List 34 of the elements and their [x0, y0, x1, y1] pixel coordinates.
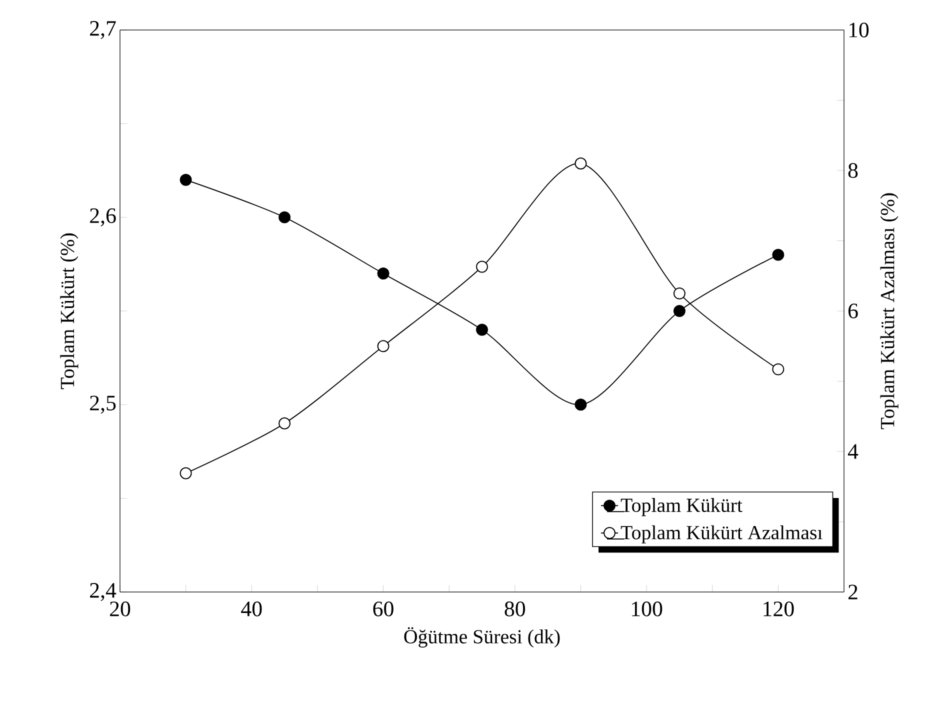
point	[772, 363, 784, 376]
x-tick-label: 100	[632, 602, 662, 616]
point	[476, 324, 488, 336]
y2-tick-label: 4	[848, 444, 858, 459]
y-tick-label: 2,6	[90, 208, 116, 226]
x-tick-label: 20	[110, 602, 130, 616]
y2-tick-label: 10	[849, 22, 869, 38]
point	[278, 417, 291, 430]
x-tick-label: 120	[764, 602, 794, 616]
point	[377, 268, 390, 280]
x-tick-label: 60	[373, 602, 394, 616]
point	[377, 340, 390, 352]
legend-label: Toplam Kükürt Azalması	[620, 525, 822, 544]
y-axis-title: Toplam Kükürt (%)	[60, 233, 78, 390]
point	[574, 157, 587, 170]
point	[180, 467, 192, 480]
y2-tick-label: 8	[848, 163, 858, 178]
point	[673, 305, 686, 317]
x-axis-title: Öğütme Süresi (dk)	[404, 627, 560, 648]
y2-axis-title: Toplam Kükürt Azalması (%)	[880, 193, 898, 430]
point	[278, 211, 291, 224]
y-tick-label: 2,7	[90, 21, 116, 39]
y2-tick-label: 2	[848, 584, 858, 600]
point	[180, 174, 192, 186]
y2-tick-label: 6	[848, 304, 858, 318]
point	[476, 260, 488, 273]
point	[673, 287, 686, 300]
y-tick-label: 2,5	[90, 396, 116, 414]
x-tick-label: 40	[241, 602, 262, 616]
legend-label: Toplam Kükürt	[620, 498, 742, 516]
y-tick-label: 2,4	[90, 583, 116, 601]
x-tick-label: 80	[504, 602, 526, 616]
point	[574, 398, 587, 411]
point	[772, 248, 784, 261]
